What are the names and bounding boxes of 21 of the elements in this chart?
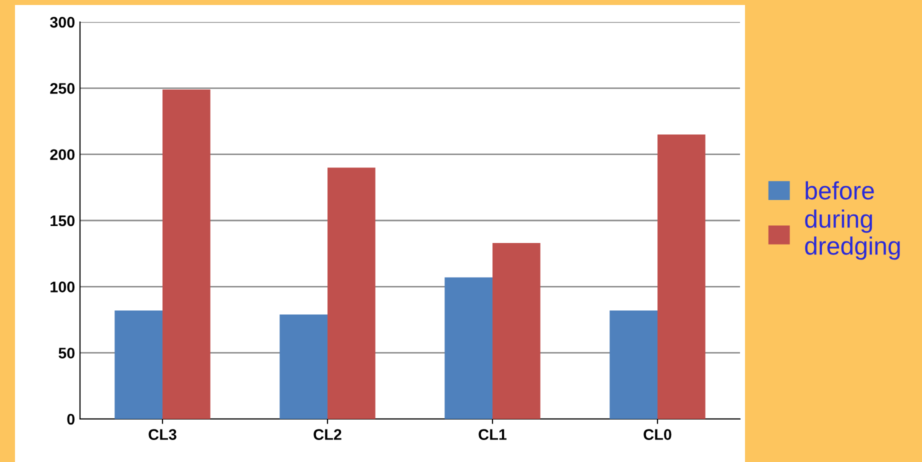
bar	[444, 277, 492, 419]
legend-label: before	[806, 181, 874, 200]
y-tick-label: 100	[50, 282, 75, 292]
bar	[328, 168, 376, 419]
bar	[492, 242, 540, 419]
x-tick-label: CL0	[644, 429, 672, 440]
legend-label: during dredging	[805, 210, 900, 260]
y-tick-label: 0	[67, 414, 75, 425]
bar	[162, 89, 210, 419]
x-tick-label: CL2	[314, 429, 342, 440]
y-tick-label: 150	[50, 215, 75, 226]
y-tick-label: 200	[50, 149, 75, 160]
bar	[658, 134, 706, 419]
y-tick-label: 300	[50, 16, 75, 28]
bar	[280, 314, 328, 419]
bar	[114, 310, 162, 419]
y-tick-label: 250	[50, 83, 75, 94]
x-tick-label: CL1	[478, 429, 507, 440]
y-tick-label: 50	[58, 348, 75, 359]
x-tick-label: CL3	[148, 429, 176, 440]
bar	[610, 310, 658, 419]
